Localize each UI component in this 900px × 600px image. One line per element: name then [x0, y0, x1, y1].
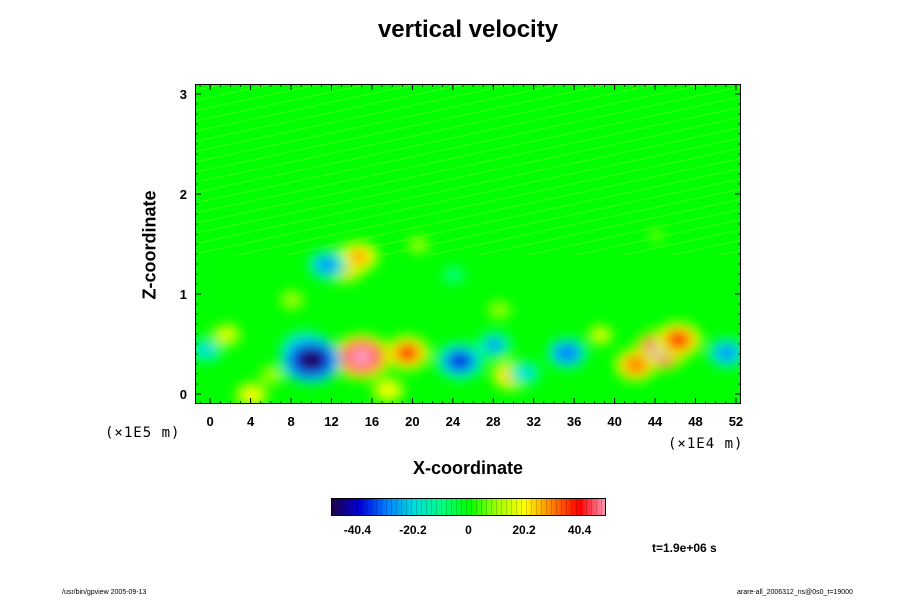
- colorbar: [331, 498, 606, 516]
- colorbar-tick-label: -20.2: [399, 523, 427, 537]
- heatmap-cell: [397, 345, 418, 361]
- x-tick-label: 24: [446, 414, 461, 429]
- heatmap-cell: [244, 389, 259, 401]
- heatmap-cell: [486, 338, 503, 352]
- x-tick-label: 0: [207, 414, 214, 429]
- heatmap-cell: [380, 384, 396, 396]
- heatmap-cell: [718, 346, 736, 360]
- heatmap-cell: [667, 332, 689, 348]
- heatmap-cell: [449, 352, 471, 370]
- x-tick-label: 48: [688, 414, 702, 429]
- y-tick-label: 2: [180, 187, 187, 202]
- colorbar-tick-label: 20.2: [512, 523, 536, 537]
- x-tick-label: 28: [486, 414, 500, 429]
- x-scale-note: (×1E4 m): [668, 436, 744, 452]
- y-tick-label: 3: [180, 87, 187, 102]
- heatmap-cell: [286, 295, 298, 305]
- colorbar-tick-label: 0: [465, 523, 472, 537]
- heatmap-cell: [493, 305, 505, 315]
- heatmap-cell: [594, 330, 607, 340]
- y-scale-note: (×1E5 m): [105, 425, 181, 441]
- footer-left: /usr/bin/gpview 2005-09-13: [62, 589, 147, 596]
- footer-right: arare-all_2006312_ns@0s0_t=19000: [737, 589, 853, 596]
- heatmap-cell: [318, 258, 337, 272]
- x-tick-label: 44: [648, 414, 663, 429]
- heatmap-cell: [350, 250, 368, 264]
- x-tick-label: 8: [287, 414, 294, 429]
- heatmap-cell: [626, 357, 646, 373]
- chart-title: vertical velocity: [377, 16, 559, 43]
- x-tick-label: 4: [247, 414, 255, 429]
- x-tick-label: 12: [324, 414, 338, 429]
- time-label: t=1.9e+06 s: [652, 541, 717, 555]
- heatmap-field: [196, 85, 740, 403]
- x-tick-label: 16: [365, 414, 379, 429]
- heatmap-cell: [517, 367, 532, 379]
- y-tick-label: 0: [180, 387, 187, 402]
- plot-area: [195, 84, 741, 404]
- heatmap-cell: [297, 349, 325, 371]
- heatmap-cell: [219, 330, 233, 340]
- heatmap-cell: [198, 344, 214, 356]
- y-tick-label: 1: [180, 287, 187, 302]
- x-axis-label: X-coordinate: [412, 458, 524, 478]
- heatmap-cell: [349, 347, 375, 367]
- y-axis-label: Z-coordinate: [139, 190, 160, 300]
- colorbar-tick-label: 40.4: [568, 523, 592, 537]
- x-tick-label: 40: [607, 414, 621, 429]
- x-tick-label: 36: [567, 414, 581, 429]
- heatmap-cell: [413, 241, 424, 249]
- upper-ripple-texture: [196, 85, 740, 255]
- heatmap-cell: [651, 231, 661, 239]
- x-tick-label: 20: [405, 414, 419, 429]
- heatmap-cell: [558, 346, 577, 360]
- x-tick-label: 52: [729, 414, 743, 429]
- heatmap-cell: [448, 270, 460, 280]
- x-tick-label: 32: [526, 414, 540, 429]
- colorbar-tick-label: -40.4: [344, 523, 372, 537]
- heatmap-cell: [266, 370, 278, 380]
